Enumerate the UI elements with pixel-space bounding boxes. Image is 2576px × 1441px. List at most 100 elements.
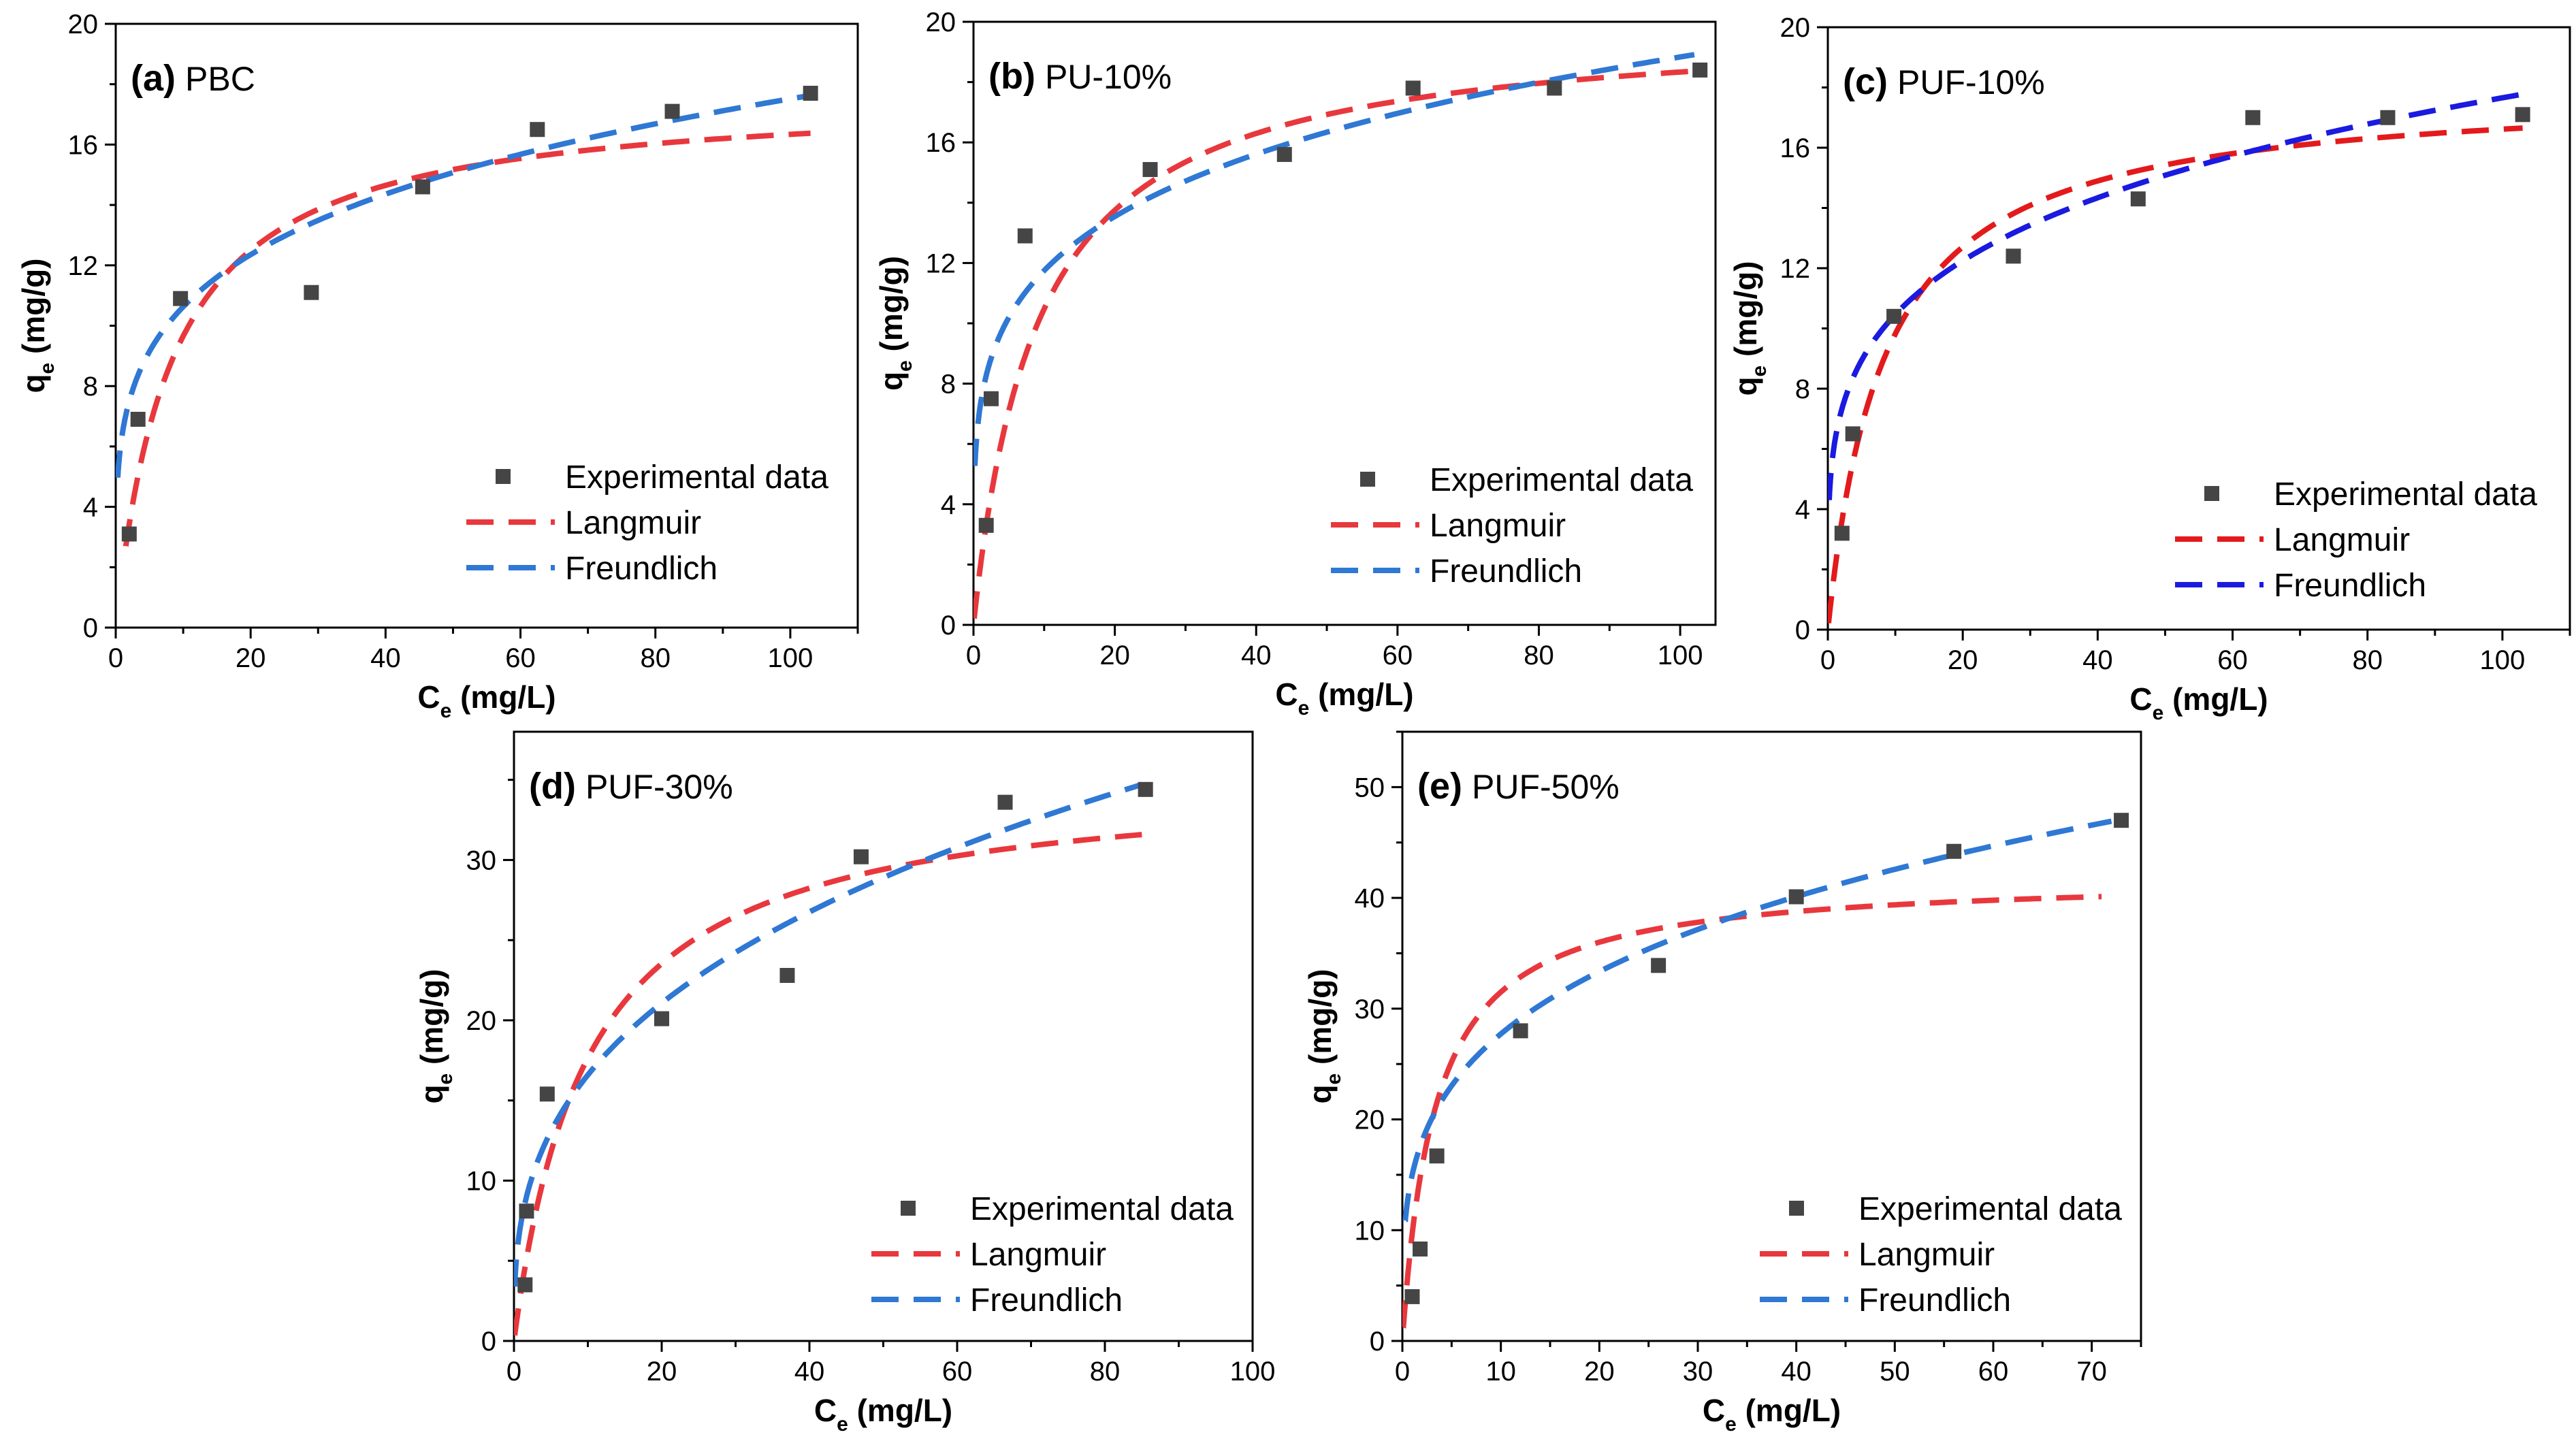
experimental-data-point <box>1429 1148 1445 1164</box>
legend-marker-experimental <box>901 1201 916 1216</box>
x-tick-label: 20 <box>647 1357 677 1387</box>
y-tick-label: 20 <box>466 1006 497 1036</box>
x-tick-label: 60 <box>1978 1357 2009 1387</box>
plot-frame <box>1401 730 2142 1342</box>
y-tick-label: 0 <box>83 613 98 643</box>
y-tick-label: 30 <box>1355 994 1385 1024</box>
x-tick-label: 100 <box>1230 1357 1276 1387</box>
experimental-data-point <box>978 517 994 533</box>
y-tick-label: 0 <box>481 1327 496 1357</box>
legend-label: Freundlich <box>2274 568 2426 604</box>
x-axis-title: Ce (mg/L) <box>2129 681 2268 724</box>
x-axis-title: Ce (mg/L) <box>1703 1393 1841 1436</box>
y-tick-label: 0 <box>1370 1327 1385 1357</box>
panel-title: (c) PUF-10% <box>1843 61 2045 102</box>
panel-a: 0 20 40 60 80 100 0 4 8 12 16 20 Ce (mg/L) qe (mg/g) (… <box>16 10 859 722</box>
langmuir-fit-curve <box>1402 894 2102 1329</box>
y-tick-label: 50 <box>1355 773 1385 803</box>
experimental-data-point <box>415 179 430 195</box>
x-tick-label: 100 <box>2480 645 2526 675</box>
langmuir-fit-curve <box>973 68 1695 619</box>
experimental-data-point <box>803 86 818 101</box>
legend-label: Langmuir <box>565 505 701 541</box>
experimental-data-point <box>1834 525 1850 541</box>
x-tick-label: 100 <box>1658 641 1703 670</box>
x-tick-label: 20 <box>1099 641 1130 670</box>
experimental-data-point <box>1547 80 1562 96</box>
x-tick-label: 80 <box>640 643 671 673</box>
x-tick-label: 80 <box>2352 645 2383 675</box>
x-tick-label: 0 <box>1820 645 1835 675</box>
legend: Experimental data Langmuir Freundlich <box>1331 462 1693 589</box>
x-tick-label: 20 <box>1948 645 1978 675</box>
experimental-data-point <box>2380 110 2396 125</box>
legend-label: Experimental data <box>1858 1191 2122 1227</box>
y-tick-label: 0 <box>941 611 956 641</box>
y-axis-title: qe (mg/g) <box>873 256 916 391</box>
experimental-data-point <box>1142 162 1158 178</box>
x-tick-label: 100 <box>768 643 814 673</box>
x-tick-label: 80 <box>1524 641 1554 670</box>
y-tick-label: 12 <box>68 251 99 281</box>
x-axis-title: Ce (mg/L) <box>814 1393 952 1436</box>
legend-label: Freundlich <box>1858 1282 2011 1318</box>
x-tick-label: 20 <box>236 643 266 673</box>
y-tick-label: 20 <box>1355 1105 1385 1135</box>
plot-frame <box>513 730 1254 1342</box>
freundlich-fit-curve <box>514 781 1143 1287</box>
legend-label: Experimental data <box>565 459 828 496</box>
x-tick-label: 40 <box>794 1357 825 1387</box>
y-tick-label: 30 <box>466 845 497 875</box>
x-tick-label: 80 <box>1090 1357 1121 1387</box>
y-axis-title: qe (mg/g) <box>414 969 457 1103</box>
y-tick-label: 8 <box>1795 374 1810 404</box>
experimental-data-point <box>1276 146 1292 162</box>
langmuir-fit-curve <box>514 832 1142 1336</box>
y-tick-label: 16 <box>68 130 99 160</box>
experimental-data-point <box>530 122 545 137</box>
experimental-data-point <box>517 1277 533 1293</box>
experimental-data-point <box>983 391 999 406</box>
freundlich-fit-curve <box>116 93 811 478</box>
legend-label: Freundlich <box>1430 553 1582 589</box>
x-tick-label: 40 <box>1781 1357 1812 1387</box>
legend-label: Langmuir <box>1858 1237 1995 1273</box>
panel-title: (b) PU-10% <box>988 56 1172 97</box>
legend-label: Langmuir <box>970 1237 1106 1273</box>
x-tick-label: 70 <box>2076 1357 2107 1387</box>
y-tick-label: 40 <box>1355 884 1385 913</box>
x-tick-label: 30 <box>1683 1357 1713 1387</box>
experimental-data-point <box>853 849 869 864</box>
legend-label: Freundlich <box>565 551 718 587</box>
y-tick-label: 12 <box>1780 254 1811 284</box>
y-tick-label: 0 <box>1795 615 1810 645</box>
experimental-data-point <box>779 968 795 983</box>
legend-label: Freundlich <box>970 1282 1123 1318</box>
experimental-data-point <box>121 526 137 542</box>
experimental-data-point <box>1886 308 1902 324</box>
x-tick-label: 60 <box>505 643 536 673</box>
panel-title: (d) PUF-30% <box>529 766 733 807</box>
y-tick-label: 4 <box>941 490 956 520</box>
experimental-data-point <box>519 1203 534 1219</box>
experimental-data-point <box>173 291 189 306</box>
panel-c: 0 20 40 60 80 100 0 4 8 12 16 20 Ce (mg/L) qe (mg/g) (… <box>1728 13 2571 724</box>
y-tick-label: 4 <box>1795 495 1810 525</box>
panel-e: 0 10 20 30 40 50 60 70 0 10 20 30 40 50 Ce (mg/L) qe (m… <box>1302 730 2142 1436</box>
langmuir-fit-curve <box>123 130 811 547</box>
experimental-data-point <box>664 103 680 119</box>
y-tick-label: 20 <box>68 10 99 39</box>
experimental-data-point <box>2130 191 2146 207</box>
x-axis-title: Ce (mg/L) <box>1275 677 1413 719</box>
y-tick-label: 8 <box>941 370 956 400</box>
experimental-data-point <box>1692 62 1708 78</box>
x-tick-label: 10 <box>1485 1357 1516 1387</box>
legend-label: Experimental data <box>2274 476 2537 513</box>
experimental-data-point <box>1651 958 1667 973</box>
langmuir-fit-curve <box>1828 125 2523 624</box>
experimental-data-point <box>1845 426 1861 442</box>
legend-label: Experimental data <box>970 1191 1234 1227</box>
panel-b: 0 20 40 60 80 100 0 4 8 12 16 20 Ce (mg/L) qe (mg/g) (… <box>873 7 1717 719</box>
x-tick-label: 50 <box>1880 1357 1910 1387</box>
